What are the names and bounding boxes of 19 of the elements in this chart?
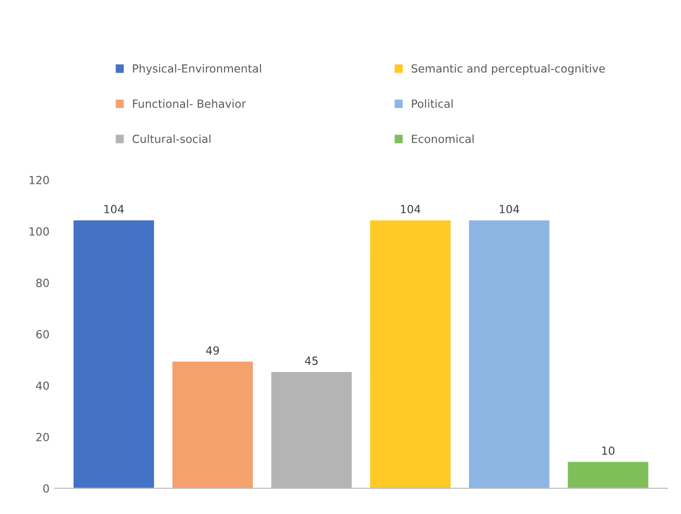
data-label: 49 [206, 346, 219, 355]
y-tick-label: 100 [30, 227, 49, 236]
data-label: 45 [304, 356, 318, 365]
y-tick-label: 60 [36, 330, 49, 338]
legend-label: Physical-Environmental [133, 64, 261, 75]
y-tick-label: 20 [36, 432, 49, 442]
y-tick-label: 0 [43, 484, 49, 493]
data-label: 10 [602, 446, 614, 455]
y-tick-label: 40 [36, 381, 49, 390]
legend-label: Semantic and perceptual-cognitive [412, 64, 605, 75]
data-label: 104 [400, 204, 420, 214]
y-tick-label: 120 [30, 176, 49, 184]
legend-label: Cultural-social [132, 134, 210, 144]
data-label: 104 [500, 204, 520, 214]
legend-label: Economical [412, 134, 474, 144]
legend-label: Functional- Behavior [133, 99, 246, 108]
y-tick-label: 80 [36, 278, 49, 288]
legend-label: Political [412, 99, 453, 108]
data-label: 104 [104, 204, 124, 214]
